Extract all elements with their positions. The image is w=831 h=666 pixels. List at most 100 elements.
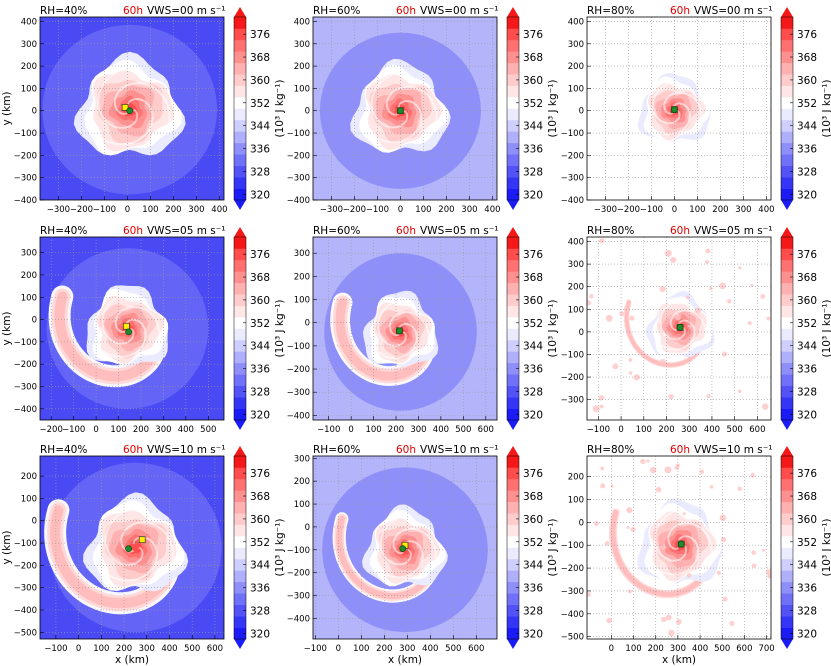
x-tick-label: 500 <box>455 425 471 435</box>
convective-cell <box>688 324 692 329</box>
colorbar-tick-label: 368 <box>250 272 270 284</box>
colorbar-level <box>507 248 519 261</box>
x-tick-label: −100 <box>62 425 85 435</box>
x-tick-label: −200 <box>343 205 366 215</box>
colorbar-tick-label: 336 <box>797 144 817 156</box>
colorbar: 320 328 336 344 352 360 368 376 (10³ J kg⁻¹) <box>780 227 831 430</box>
y-tick-label: 300 <box>568 260 584 270</box>
panel-2: −300 −200 −100 0 100 200 300 400−400−300−200−10… <box>287 5 559 215</box>
panel-time-label: 60h <box>123 444 143 456</box>
colorbar-tick-label: 360 <box>797 75 817 87</box>
y-tick-label: 200 <box>294 62 310 72</box>
colorbar-level <box>234 397 246 409</box>
colorbar-level <box>781 616 793 628</box>
colorbar-tick-label: 328 <box>523 386 543 398</box>
colorbar-level <box>234 108 246 121</box>
convective-cell <box>664 249 672 257</box>
colorbar-tick-label: 376 <box>523 249 543 261</box>
colorbar-tick-label: 352 <box>523 318 543 330</box>
colorbar-tick-label: 368 <box>797 491 817 503</box>
colorbar-level <box>234 317 246 329</box>
x-tick-label: 300 <box>735 205 751 215</box>
panel-time-label: 60h <box>396 444 416 456</box>
convective-cell <box>761 548 766 552</box>
colorbar-tick-label: 320 <box>523 409 543 421</box>
y-tick-label: −200 <box>561 564 584 574</box>
y-tick-label: 200 <box>21 62 37 72</box>
y-tick-label: −100 <box>561 129 584 139</box>
x-tick-label: 300 <box>399 644 415 654</box>
x-tick-label: 100 <box>365 425 381 435</box>
x-tick-label: 300 <box>155 425 171 435</box>
colorbar-frame <box>233 236 247 421</box>
axes-frame <box>312 236 498 421</box>
panel-rh-label: RH=80% <box>587 444 634 456</box>
colorbar-extend-top <box>234 7 246 17</box>
panel-rh-label: RH=40% <box>40 444 87 456</box>
colorbar-tick-label: 344 <box>797 341 817 353</box>
colorbar-level <box>507 28 519 41</box>
colorbar-tick-label: 360 <box>250 295 270 307</box>
convective-cell <box>600 483 606 489</box>
colorbar-level <box>507 39 519 52</box>
y-tick-label: 300 <box>294 454 310 464</box>
convective-cell <box>598 395 605 401</box>
plot-area <box>40 17 224 200</box>
colorbar-level <box>234 456 246 468</box>
convective-cell <box>670 256 677 263</box>
colorbar-level <box>781 351 793 364</box>
colorbar-level <box>507 97 519 109</box>
convective-cell <box>599 404 604 409</box>
colorbar-tick-label: 352 <box>523 98 543 110</box>
colorbar: 320 328 336 344 352 360 368 376 (10³ J kg⁻¹) <box>780 7 831 210</box>
convective-cell <box>720 536 727 543</box>
spiral-texture <box>105 536 159 582</box>
panel-1: −300 −200 −100 0 100 200 300 400−400−300−200−10… <box>1 5 286 215</box>
x-tick-label: 200 <box>388 425 404 435</box>
x-tick-label: 400 <box>161 644 177 654</box>
colorbar-level <box>781 97 793 109</box>
x-tick-label: 0 <box>93 425 98 435</box>
convective-cell <box>628 358 633 362</box>
spiral-texture <box>97 97 154 146</box>
colorbar-level <box>234 62 246 75</box>
colorbar-level <box>234 237 246 249</box>
colorbar-frame <box>780 16 794 201</box>
colorbar-tick-label: 352 <box>523 537 543 549</box>
colorbar-level <box>781 119 793 132</box>
y-tick-label: −100 <box>287 546 310 556</box>
convective-cell <box>633 374 640 381</box>
colorbar-tick-label: 360 <box>523 75 543 87</box>
colorbar-level <box>234 154 246 166</box>
colorbar-level <box>234 142 246 155</box>
x-tick-label: 500 <box>200 425 216 435</box>
panel-vws-label: VWS=10 m s⁻¹ <box>147 444 226 456</box>
colorbar-level <box>234 305 246 318</box>
x-tick-label: 600 <box>736 644 752 654</box>
x-tick-label: 100 <box>142 205 158 215</box>
y-tick-label: −100 <box>287 129 310 139</box>
colorbar-tick-label: 336 <box>523 144 543 156</box>
axes-frame <box>586 455 772 640</box>
y-tick-label: −200 <box>14 360 37 370</box>
convective-cell <box>587 300 591 306</box>
colorbar-extend-top <box>781 227 793 237</box>
colorbar-tick-label: 336 <box>523 583 543 595</box>
colorbar-tick-label: 376 <box>523 29 543 41</box>
colorbar-level <box>781 456 793 468</box>
colorbar-level <box>781 328 793 341</box>
x-tick-label: 500 <box>184 644 200 654</box>
spiral-texture <box>652 102 692 136</box>
x-tick-label: −100 <box>93 205 116 215</box>
y-tick-label: −500 <box>14 628 37 638</box>
x-tick-label: 100 <box>353 644 369 654</box>
panel-vws-label: VWS=10 m s⁻¹ <box>420 444 499 456</box>
x-tick-label: 500 <box>714 644 730 654</box>
y-tick-label: −300 <box>561 174 584 184</box>
colorbar-tick-label: 368 <box>523 52 543 64</box>
y-tick-label: −200 <box>561 373 584 383</box>
convective-cell <box>675 619 682 625</box>
x-tick-label: 400 <box>433 425 449 435</box>
panel-time-label: 60h <box>670 444 690 456</box>
colorbar-level <box>507 616 519 628</box>
